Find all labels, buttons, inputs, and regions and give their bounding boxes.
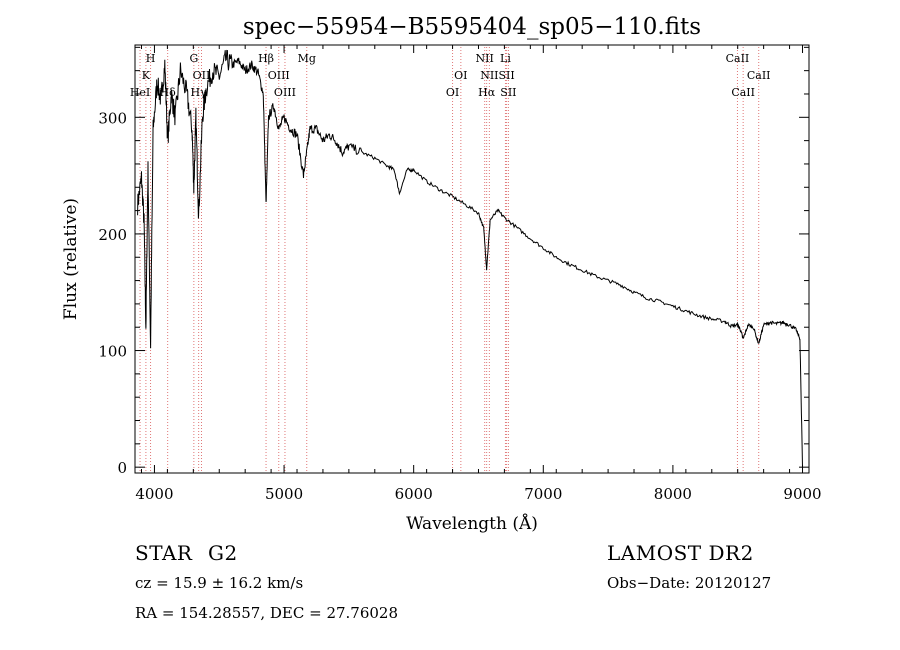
spectral-line-label: NII xyxy=(480,69,498,82)
x-tick-label: 8000 xyxy=(654,485,692,503)
y-tick-label: 0 xyxy=(117,459,127,477)
x-tick-label: 5000 xyxy=(265,485,303,503)
spectral-line-label: NII xyxy=(476,52,494,65)
x-tick-label: 9000 xyxy=(783,485,821,503)
spectral-line-label: CaII xyxy=(726,52,750,65)
redshift-value: cz = 15.9 ± 16.2 km/s xyxy=(135,574,304,592)
spectral-line-label: CaII xyxy=(747,69,771,82)
spectral-line-label: SII xyxy=(500,86,516,99)
axis-tick-labels: 4000 5000 6000 7000 8000 9000 0 100 200 300 xyxy=(98,109,821,503)
spectral-line-label: HeI xyxy=(130,86,150,99)
spectral-line-label: Hγ xyxy=(191,86,208,99)
y-tick-label: 100 xyxy=(98,343,127,361)
spectral-line-label: Hβ xyxy=(258,52,274,65)
x-tick-label: 6000 xyxy=(395,485,433,503)
spectral-line-label: Li xyxy=(500,52,511,65)
spectral-subclass: G2 xyxy=(208,541,238,565)
y-tick-label: 200 xyxy=(98,226,127,244)
y-tick-label: 300 xyxy=(98,109,127,127)
x-axis-label: Wavelength (Å) xyxy=(406,513,538,534)
spectral-line-label: CaII xyxy=(731,86,755,99)
x-tick-label: 4000 xyxy=(135,485,173,503)
y-axis-label: Flux (relative) xyxy=(61,198,81,320)
spectral-line-markers xyxy=(139,47,760,473)
spectrum-series xyxy=(137,49,803,468)
x-tick-label: 7000 xyxy=(524,485,562,503)
spectral-line-label: OIII xyxy=(274,86,296,99)
coordinates: RA = 154.28557, DEC = 27.76028 xyxy=(135,604,399,622)
observation-date: Obs−Date: 20120127 xyxy=(607,574,772,592)
spectral-line-label: K xyxy=(142,69,151,82)
spectrum-line xyxy=(137,49,803,468)
spectral-line-label: SII xyxy=(498,69,514,82)
spectral-line-label: OI xyxy=(446,86,459,99)
spectral-line-label: H xyxy=(146,52,156,65)
survey-name: LAMOST DR2 xyxy=(607,541,754,565)
plot-frame xyxy=(134,44,810,474)
axis-ticks xyxy=(135,45,809,473)
spectral-line-label: G xyxy=(189,52,198,65)
spectral-line-label: OII xyxy=(193,69,211,82)
spectral-line-label: Mg xyxy=(298,52,316,65)
chart-title: spec−55954−B5595404_sp05−110.fits xyxy=(243,14,701,40)
spectral-line-label: Hα xyxy=(478,86,496,99)
spectral-line-label: OI xyxy=(454,69,467,82)
spectral-line-label: OIII xyxy=(268,69,290,82)
object-type: STAR xyxy=(135,541,193,565)
